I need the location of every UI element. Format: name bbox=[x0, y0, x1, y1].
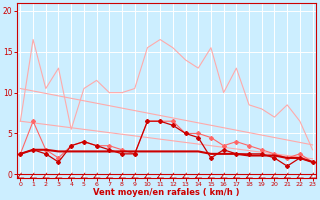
X-axis label: Vent moyen/en rafales ( km/h ): Vent moyen/en rafales ( km/h ) bbox=[93, 188, 240, 197]
